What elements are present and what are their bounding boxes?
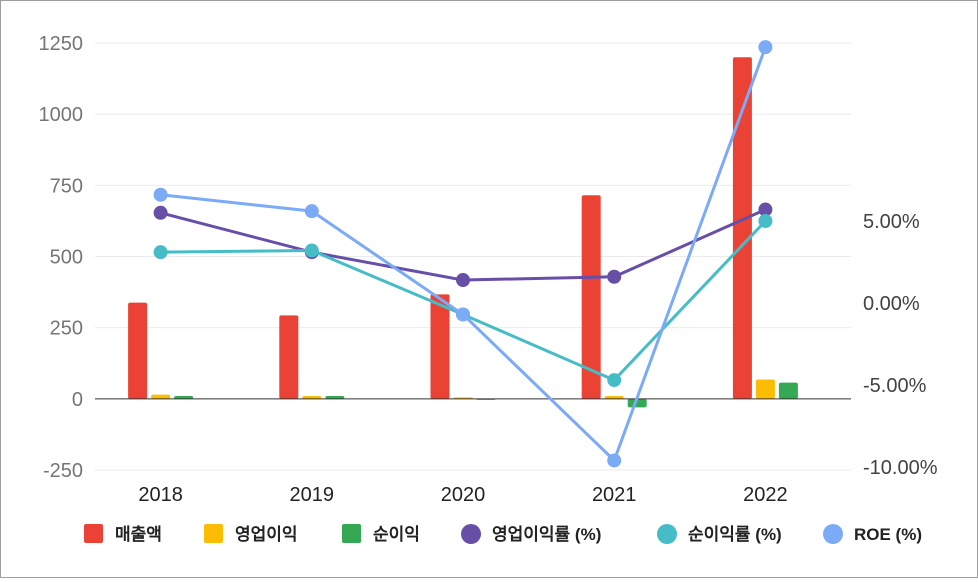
series-point [758,40,773,55]
bar [325,395,345,399]
series-point [304,204,319,219]
right-tick-label: 0.00% [863,293,920,315]
right-tick-label: -5.00% [863,375,927,397]
right-axis-ticks: -10.00% -5.00% 0.00% 5.00% [863,211,938,479]
bar [128,302,148,399]
x-tick-label: 2019 [290,484,335,506]
series-line [160,219,767,382]
series-point [304,243,319,258]
series-point [456,273,470,288]
x-tick-label: 2020 [441,484,486,506]
legend-label: 영업이익 [235,525,298,544]
legend-label: 영업이익률 (%) [492,525,601,544]
series-point [456,307,470,322]
bar [430,294,450,399]
legend-swatch [823,524,843,544]
left-tick-label: 0 [72,389,83,411]
legend-label: 매출액 [115,525,162,544]
bar [174,395,194,399]
bar [732,57,752,399]
right-tick-label: -10.00% [863,457,938,479]
series-line [160,208,767,282]
left-tick-label: 1000 [39,104,84,126]
x-axis-ticks: 2018 2019 2020 2021 2022 [138,484,787,506]
legend-label: 순이익률 (%) [688,525,782,544]
legend-swatch [342,524,361,543]
series-point [153,205,168,220]
series-point [758,214,773,228]
legend-swatch [84,524,103,543]
bar [627,398,647,408]
series-point [153,245,168,260]
series-point [607,373,622,388]
bar [151,394,171,399]
left-tick-label: 750 [50,175,83,197]
bar [604,395,624,399]
bar [581,195,601,399]
legend-swatch [204,524,223,543]
left-axis-ticks: -250 0 250 500 750 1000 1250 [39,33,84,482]
x-tick-label: 2022 [743,484,788,506]
left-tick-label: 1250 [39,33,84,55]
series-point [607,269,622,284]
bar [778,382,798,399]
left-tick-label: 500 [50,247,83,269]
left-tick-label: -250 [43,460,83,482]
series-point [607,453,622,468]
line-series [153,40,773,468]
right-tick-label: 5.00% [863,211,920,233]
left-tick-label: 250 [50,318,83,340]
bar [302,395,322,399]
bars [128,57,798,408]
series-point [153,187,168,202]
grid-lines [95,42,851,471]
legend-label: 순이익 [373,525,420,544]
series-point [758,202,773,217]
bar [279,315,299,399]
bar [755,379,775,399]
legend-swatch [657,524,677,544]
x-tick-label: 2018 [138,484,183,506]
legend-swatch [461,524,481,544]
legend: 매출액 영업이익 순이익 영업이익률 (%) 순이익률 (%) ROE (%) [84,524,922,544]
x-tick-label: 2021 [592,484,637,506]
legend-label: ROE (%) [854,525,922,544]
